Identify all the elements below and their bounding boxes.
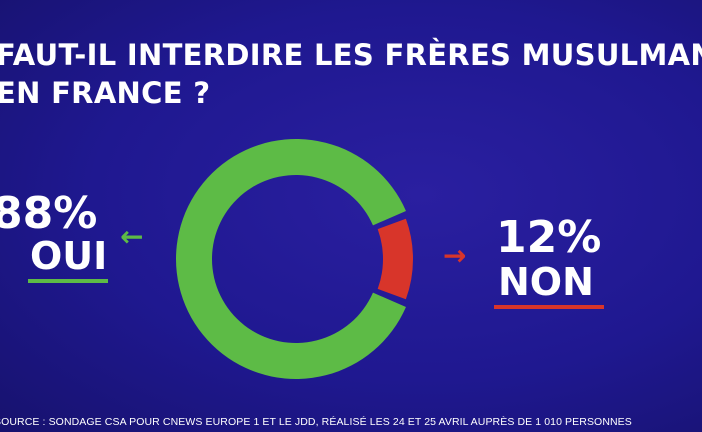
title-line-1: FAUT-IL INTERDIRE LES FRÈRES MUSULMANS — [0, 38, 702, 72]
non-percent: 12% — [496, 212, 602, 263]
oui-label: OUI — [30, 234, 108, 278]
non-label: NON — [498, 260, 594, 304]
non-underline — [494, 305, 604, 309]
title-line-2: EN FRANCE ? — [0, 76, 211, 110]
slice-non — [377, 218, 414, 300]
slice-oui — [176, 138, 406, 379]
arrow-right-icon: → — [443, 239, 467, 272]
oui-underline — [28, 279, 108, 283]
chart-title: FAUT-IL INTERDIRE LES FRÈRES MUSULMANS E… — [0, 36, 702, 112]
oui-percent: 88% — [0, 188, 98, 239]
arrow-left-icon: ← — [120, 220, 144, 253]
source-note: SOURCE : SONDAGE CSA POUR CNEWS EUROPE 1… — [0, 416, 632, 428]
